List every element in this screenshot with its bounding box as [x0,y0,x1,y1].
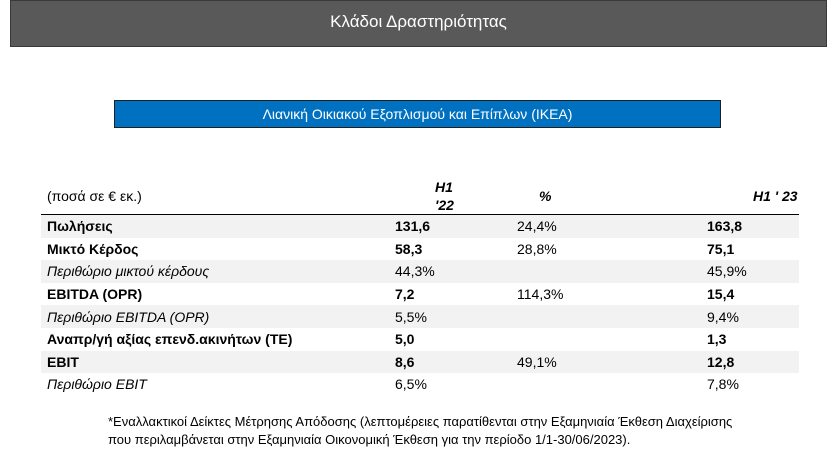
row-label: EBIT [41,350,335,374]
table-row: EBITDA (OPR) 7,2 114,3% 15,4 [41,283,799,306]
cell-percent [475,260,605,283]
cell-h1-23: 7,8% [707,376,739,393]
row-label: Περιθώριο μικτού κέρδους [41,260,335,283]
column-header-units: (ποσά σε € εκ.) [41,178,335,215]
column-header-h1-22: H1 '22 [335,178,475,215]
table-row: EBIT 8,6 49,1% 12,8 [41,350,799,374]
cell-h1-23: 75,1 [707,240,735,257]
cell-h1-22: 58,3 [395,240,423,257]
footnote: *Εναλλακτικοί Δείκτες Μέτρησης Απόδοσης … [108,413,828,449]
table-row: Μικτό Κέρδος 58,3 28,8% 75,1 [41,238,799,261]
section-header-banner: Κλάδοι Δραστηριότητας [10,0,827,47]
cell-h1-23: 15,4 [707,286,735,303]
column-header-h1-23: H1 ' 23 [605,178,799,215]
cell-percent [475,328,605,351]
row-label: Πωλήσεις [41,214,335,238]
cell-percent [475,373,605,396]
cell-h1-23: 12,8 [605,350,799,374]
cell-h1-23: 9,4% [605,305,799,328]
table-row: Περιθώριο μικτού κέρδους 44,3% 45,9% [41,260,799,283]
cell-h1-22: 7,2 [395,286,415,303]
cell-h1-22: 8,6 [335,350,475,374]
cell-h1-23: 163,8 [605,214,799,238]
cell-h1-22: 44,3% [335,260,475,283]
row-label: Περιθώριο EBIT [47,376,147,393]
row-label: EBITDA (OPR) [47,286,143,303]
table-row: Περιθώριο EBIT 6,5% 7,8% [41,373,799,396]
segment-title-banner: Λιανική Οικιακού Εξοπλισμού και Επίπλων … [114,100,721,128]
column-header-percent: % [475,178,605,215]
row-label: Περιθώριο EBITDA (OPR) [41,305,335,328]
cell-h1-23: 45,9% [605,260,799,283]
cell-h1-22: 6,5% [395,376,427,393]
segment-title: Λιανική Οικιακού Εξοπλισμού και Επίπλων … [262,106,573,122]
cell-h1-23: 1,3 [707,331,727,348]
row-label: Αναπρ/γή αξίας επενδ.ακινήτων (ΤΕ) [47,331,293,348]
cell-h1-22: 131,6 [335,214,475,238]
table-row: Πωλήσεις 131,6 24,4% 163,8 [41,214,799,238]
footnote-line-2: που περιλαμβάνεται στην Εξαμηνιαία Οικον… [108,432,631,447]
cell-percent: 28,8% [517,240,557,257]
table-row: Περιθώριο EBITDA (OPR) 5,5% 9,4% [41,305,799,328]
cell-percent [475,305,605,328]
section-header-title: Κλάδοι Δραστηριότητας [330,11,507,31]
cell-percent: 114,3% [517,286,564,303]
cell-percent: 24,4% [475,214,605,238]
cell-h1-22: 5,0 [395,331,415,348]
financial-table: (ποσά σε € εκ.) H1 '22 % H1 ' 23 Πωλήσει… [41,178,799,396]
table-row: Αναπρ/γή αξίας επενδ.ακινήτων (ΤΕ) 5,0 1… [41,328,799,351]
cell-percent: 49,1% [475,350,605,374]
table-header-row: (ποσά σε € εκ.) H1 '22 % H1 ' 23 [41,178,799,215]
row-label: Μικτό Κέρδος [47,240,139,257]
cell-h1-22: 5,5% [335,305,475,328]
footnote-line-1: *Εναλλακτικοί Δείκτες Μέτρησης Απόδοσης … [108,414,733,429]
